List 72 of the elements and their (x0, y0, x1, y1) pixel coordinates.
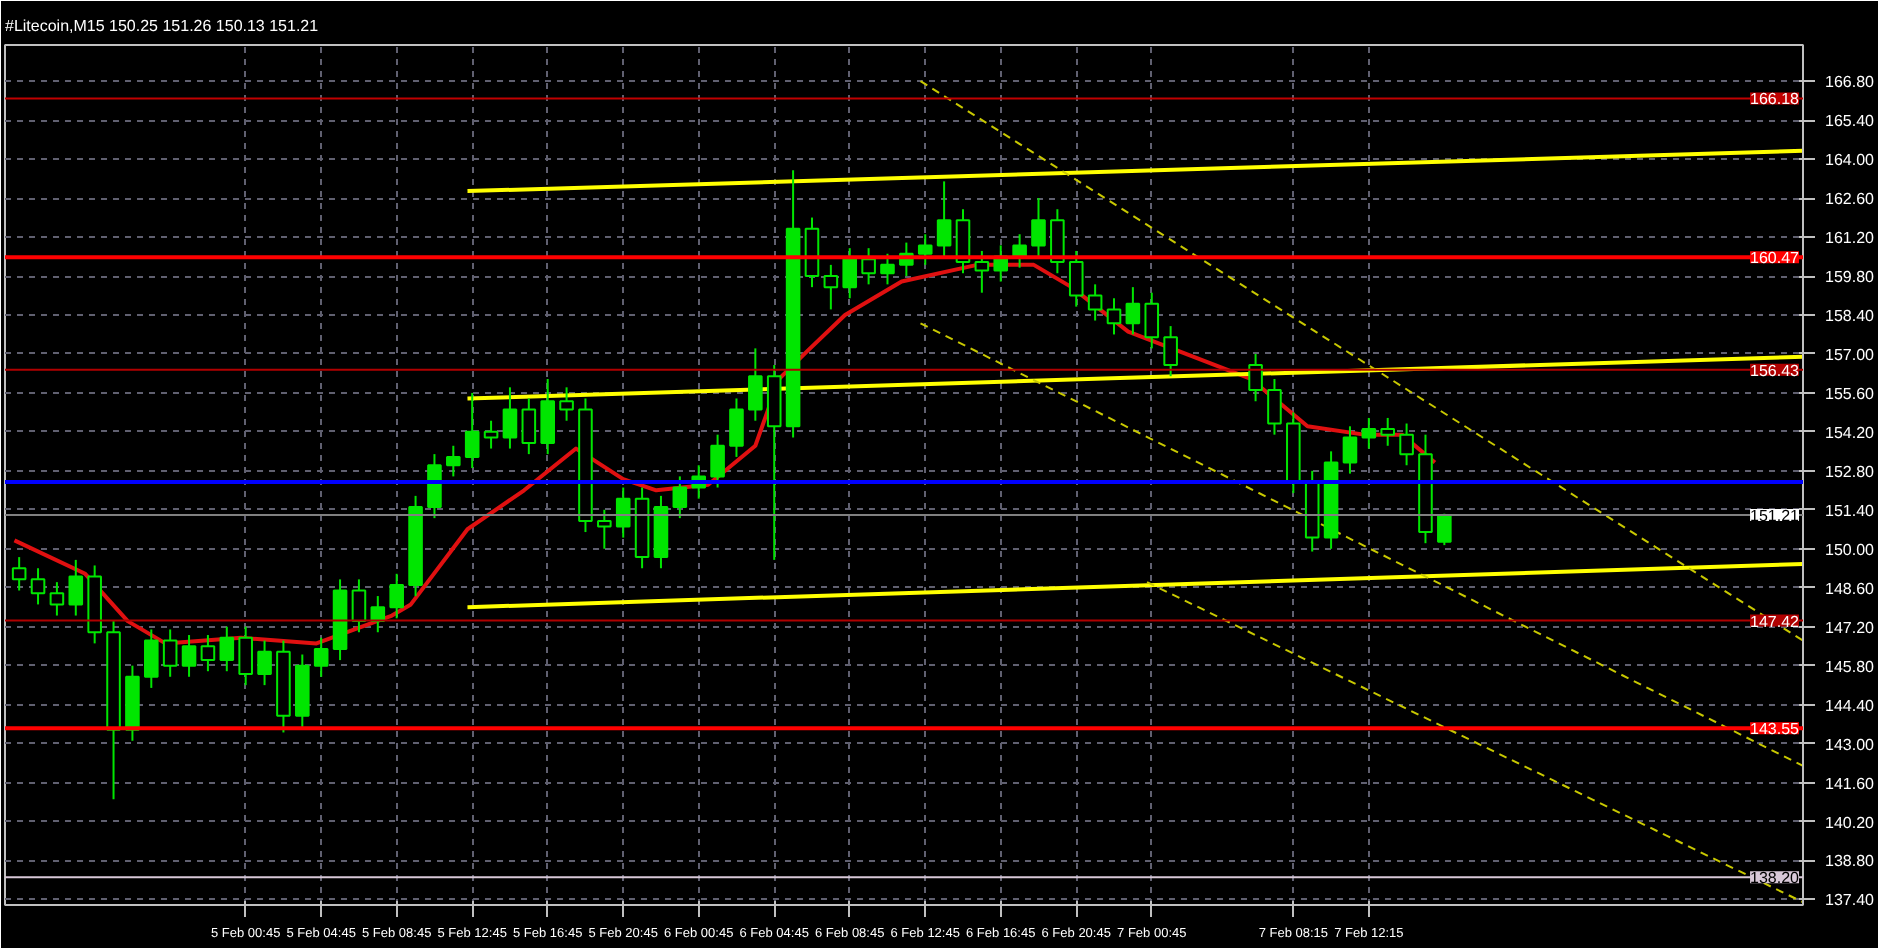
candlestick (521, 397, 537, 456)
candlestick (162, 628, 178, 678)
candlestick (1125, 286, 1141, 336)
candlestick (1106, 297, 1122, 336)
candlestick (936, 180, 952, 258)
y-tick-label: 151.40 (1825, 501, 1876, 520)
y-tick-label: 138.80 (1825, 852, 1876, 871)
candlestick (257, 639, 272, 687)
y-tick-label: 164.00 (1825, 151, 1876, 170)
y-tick-label: 152.80 (1825, 462, 1876, 481)
y-tick-label: 143.00 (1825, 735, 1876, 754)
candlestick (49, 581, 65, 617)
y-tick-label: 159.80 (1825, 268, 1876, 286)
y-tick-label: 144.40 (1825, 696, 1876, 715)
candlestick (1068, 249, 1084, 308)
candlestick (313, 636, 329, 678)
candlestick (729, 397, 744, 458)
candlestick (823, 263, 839, 311)
candlestick (200, 634, 216, 673)
candlestick (144, 628, 159, 689)
candlestick (917, 233, 933, 266)
candlestick (540, 377, 555, 456)
y-tick-label: 157.00 (1825, 345, 1876, 364)
ref-line-label: 143.55 (1750, 720, 1801, 739)
y-tick-label: 165.40 (1825, 112, 1876, 131)
y-tick-label: 140.20 (1825, 813, 1876, 832)
candlestick (615, 486, 631, 539)
candlestick (30, 567, 46, 606)
candlestick (68, 558, 84, 617)
y-tick-label: 141.60 (1825, 774, 1876, 793)
candlestick (710, 433, 725, 489)
candlestick (559, 386, 574, 422)
candlestick (464, 391, 480, 470)
candlestick (672, 475, 688, 520)
y-tick-label: 162.60 (1825, 190, 1876, 209)
candlestick (446, 444, 461, 478)
y-tick-label: 161.20 (1825, 229, 1876, 248)
y-tick-label: 148.60 (1825, 579, 1876, 598)
chart-title: #Litecoin,M15 150.25 151.26 150.13 151.21 (5, 17, 320, 35)
candlestick (238, 625, 253, 687)
candlestick (427, 453, 442, 520)
ref-line-label: 151.21 (1750, 507, 1801, 526)
y-tick-label: 158.40 (1825, 306, 1876, 325)
candlestick (842, 247, 858, 300)
candlestick (219, 625, 235, 673)
candlestick (880, 252, 895, 286)
y-tick-label: 145.80 (1825, 657, 1876, 676)
y-tick-label: 147.20 (1825, 618, 1876, 637)
candlestick (597, 508, 612, 550)
candlestick (1031, 197, 1046, 258)
ref-line-label: 138.20 (1750, 869, 1801, 888)
candlestick (748, 347, 763, 422)
y-tick-label: 166.80 (1825, 73, 1876, 92)
candlestick (483, 419, 499, 450)
candlestick (1163, 325, 1178, 378)
y-tick-label: 155.60 (1825, 384, 1876, 403)
candlestick (181, 634, 197, 678)
ref-line-label: 156.43 (1750, 361, 1801, 380)
candlestick (1144, 291, 1160, 350)
ref-line-label: 166.18 (1750, 90, 1801, 109)
candlestick (502, 386, 518, 450)
ref-line-label: 147.42 (1750, 612, 1801, 631)
candlestick (1050, 208, 1065, 275)
y-tick-label: 150.00 (1825, 540, 1876, 559)
candlestick (861, 247, 876, 286)
candlestick (389, 572, 404, 620)
ref-line-label: 160.47 (1750, 249, 1801, 268)
candlestick (974, 249, 990, 294)
candlestick (1087, 283, 1103, 322)
y-tick-label: 154.20 (1825, 423, 1876, 442)
y-tick-label: 137.40 (1825, 891, 1876, 910)
candlestick (11, 556, 27, 592)
